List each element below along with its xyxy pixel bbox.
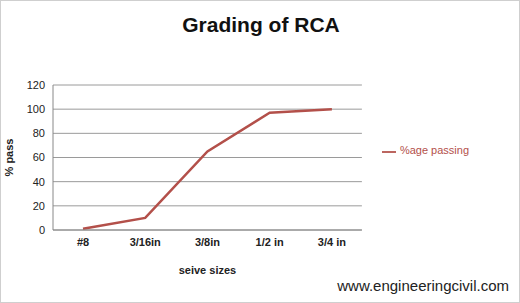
svg-text:3/4 in: 3/4 in (318, 236, 346, 248)
html-text:%age passing: %age passing (399, 144, 469, 157)
svg-text:40: 40 (33, 176, 45, 188)
svg-text:100: 100 (27, 103, 45, 115)
svg-text:120: 120 (27, 79, 45, 91)
html-text:Grading of RCA: Grading of RCA (182, 13, 340, 36)
html-text:www.engineeringcivil.com: www.engineeringcivil.com (337, 277, 509, 294)
svg-text:3/16in: 3/16in (130, 236, 161, 248)
svg-text:seive sizes: seive sizes (179, 264, 237, 276)
svg-text:#8: #8 (77, 236, 89, 248)
svg-text:80: 80 (33, 127, 45, 139)
svg-text:% pass: % pass (8, 139, 15, 177)
svg-text:0: 0 (39, 224, 45, 236)
svg-text:60: 60 (33, 151, 45, 163)
svg-text:1/2 in: 1/2 in (256, 236, 284, 248)
svg-text:20: 20 (33, 200, 45, 212)
svg-text:3/8in: 3/8in (195, 236, 220, 248)
